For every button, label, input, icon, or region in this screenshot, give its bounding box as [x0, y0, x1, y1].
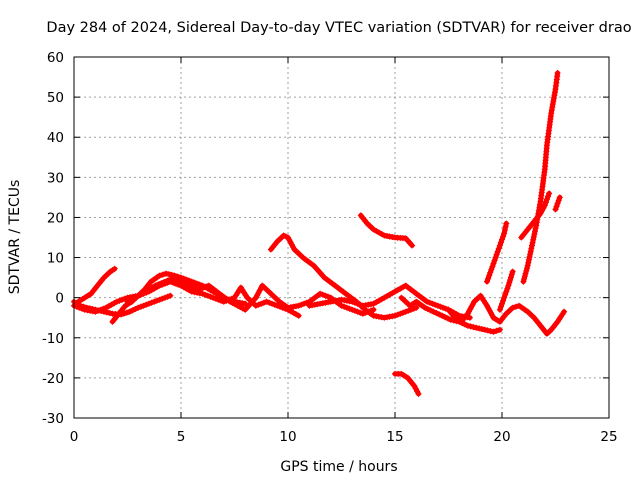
plus-markers: [496, 268, 516, 313]
y-tick-label: 40: [47, 130, 64, 146]
plus-markers: [357, 212, 416, 249]
plus-markers: [392, 370, 422, 397]
plus-markers: [445, 292, 568, 337]
series-arc-9: [392, 370, 422, 397]
y-tick-label: -30: [42, 411, 64, 427]
axis-ticks: [73, 56, 610, 419]
plus-markers: [518, 190, 553, 241]
y-tick-label: -10: [42, 331, 64, 347]
y-tick-label: -20: [42, 371, 64, 387]
x-axis-label: GPS time / hours: [280, 459, 397, 475]
plus-markers: [75, 265, 118, 305]
plus-markers: [484, 220, 510, 285]
series-arc-8: [357, 212, 416, 249]
plot-frame: [73, 56, 610, 419]
plus-markers: [124, 276, 377, 317]
y-tick-label: 50: [47, 90, 64, 106]
y-tick-labels: -30 -20 -10 0 10 20 30 40 50 60: [42, 50, 64, 427]
x-tick-label: 5: [177, 429, 186, 445]
grid-lines: [74, 57, 609, 418]
y-tick-label: 20: [47, 210, 64, 226]
y-tick-label: 30: [47, 170, 64, 186]
series-arc-7: [306, 282, 473, 321]
x-tick-label: 10: [279, 429, 296, 445]
x-tick-label: 25: [600, 429, 617, 445]
series-line: [358, 212, 415, 248]
y-axis-label: SDTVAR / TECUs: [7, 180, 23, 295]
y-tick-label: 0: [55, 291, 64, 307]
series-arc-16: [552, 194, 563, 213]
y-tick-label: 60: [47, 50, 64, 66]
series-arc-2: [75, 265, 118, 305]
chart-title: Day 284 of 2024, Sidereal Day-to-day VTE…: [46, 20, 631, 36]
data-series: [71, 70, 568, 397]
series-arc-15: [518, 190, 553, 241]
series-arc-13: [496, 268, 516, 313]
x-tick-labels: 0 5 10 15 20 25: [70, 429, 618, 445]
plus-markers: [398, 294, 503, 335]
series-arc-12: [484, 220, 510, 285]
x-tick-label: 15: [386, 429, 403, 445]
x-tick-label: 0: [70, 429, 79, 445]
series-arc-11: [445, 292, 568, 337]
plus-markers: [552, 194, 563, 213]
x-tick-label: 20: [493, 429, 510, 445]
series-arc-10: [398, 294, 503, 335]
y-tick-label: 10: [47, 251, 64, 267]
